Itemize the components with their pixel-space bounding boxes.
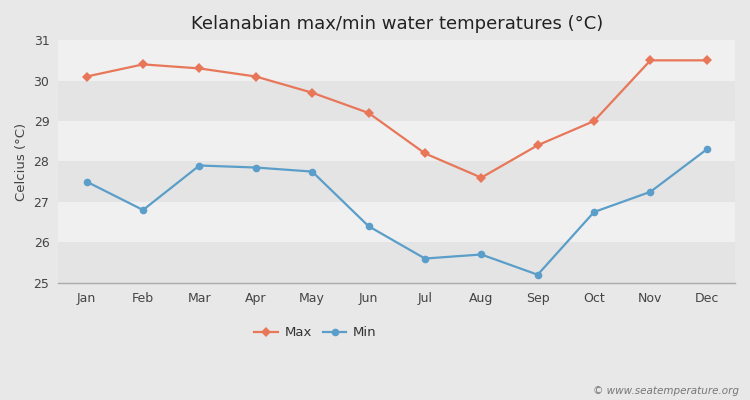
Min: [82, 179, 92, 184]
Max: [308, 90, 316, 95]
Max: [421, 151, 430, 156]
Max: [139, 62, 148, 67]
Line: Min: Min: [82, 146, 711, 278]
Min: [364, 224, 373, 228]
Max: [195, 66, 204, 71]
Min: [646, 189, 655, 194]
Bar: [58, 202, 735, 242]
Min: [533, 272, 542, 277]
Bar: [58, 40, 735, 80]
Min: [195, 163, 204, 168]
Min: [421, 256, 430, 261]
Max: [364, 110, 373, 115]
Y-axis label: Celcius (°C): Celcius (°C): [15, 122, 28, 200]
Min: [477, 252, 486, 257]
Max: [646, 58, 655, 63]
Bar: [58, 121, 735, 162]
Min: [590, 210, 598, 214]
Legend: Max, Min: Max, Min: [249, 321, 382, 344]
Bar: [58, 80, 735, 121]
Max: [82, 74, 92, 79]
Bar: [58, 162, 735, 202]
Min: [139, 208, 148, 212]
Min: [251, 165, 260, 170]
Line: Max: Max: [83, 57, 710, 181]
Max: [251, 74, 260, 79]
Text: © www.seatemperature.org: © www.seatemperature.org: [592, 386, 739, 396]
Max: [590, 119, 598, 124]
Max: [533, 143, 542, 148]
Max: [702, 58, 711, 63]
Bar: [58, 242, 735, 283]
Min: [308, 169, 316, 174]
Min: [702, 147, 711, 152]
Title: Kelanabian max/min water temperatures (°C): Kelanabian max/min water temperatures (°…: [190, 15, 603, 33]
Max: [477, 175, 486, 180]
